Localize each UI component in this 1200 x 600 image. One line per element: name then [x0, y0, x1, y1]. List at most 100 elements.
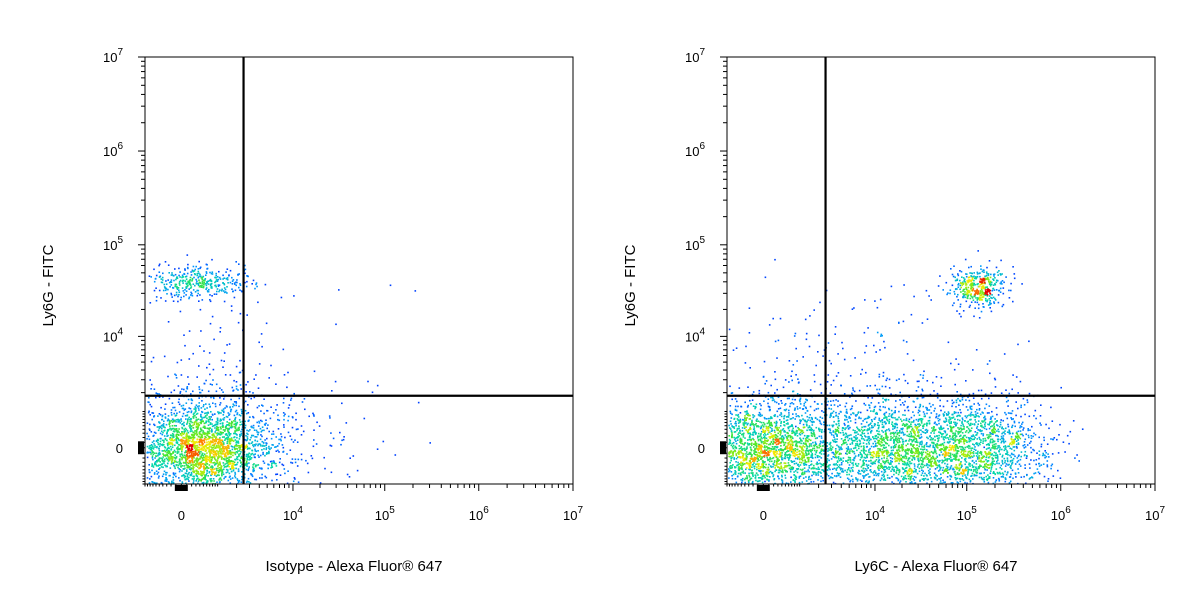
- event-dot: [170, 443, 173, 445]
- event-dot: [858, 454, 860, 456]
- event-dot: [774, 414, 776, 416]
- event-dot: [194, 414, 196, 417]
- event-dot: [174, 268, 176, 270]
- event-dot: [967, 437, 970, 439]
- event-dot: [147, 451, 150, 454]
- event-dot: [904, 400, 906, 403]
- event-dot: [240, 455, 243, 458]
- event-dot: [929, 474, 931, 476]
- event-dot: [226, 471, 229, 473]
- event-dot: [164, 403, 167, 405]
- event-dot: [997, 435, 999, 438]
- event-dot: [1004, 461, 1006, 464]
- event-dot: [297, 458, 300, 461]
- event-dot: [790, 375, 792, 377]
- event-dot: [199, 267, 201, 270]
- event-dot: [194, 463, 197, 465]
- event-dot: [194, 284, 196, 287]
- event-dot: [227, 431, 230, 433]
- event-dot: [1000, 281, 1002, 283]
- event-dot: [229, 462, 232, 464]
- event-dot: [802, 477, 805, 479]
- event-dot: [253, 429, 256, 431]
- event-dot: [819, 416, 822, 418]
- event-dot: [206, 455, 208, 457]
- event-dot: [200, 465, 202, 467]
- event-dot: [739, 412, 742, 414]
- event-dot: [206, 441, 208, 443]
- event-dot: [748, 472, 750, 475]
- event-dot: [1010, 412, 1013, 415]
- event-dot: [203, 422, 206, 425]
- event-dot: [231, 420, 233, 423]
- event-dot: [745, 422, 747, 424]
- event-dot: [245, 445, 248, 448]
- event-dot: [200, 449, 203, 451]
- event-dot: [153, 443, 155, 445]
- event-dot: [848, 448, 850, 451]
- event-dot: [176, 431, 179, 434]
- event-dot: [865, 436, 867, 438]
- event-dot: [208, 446, 210, 449]
- event-dot: [939, 405, 941, 407]
- event-dot: [205, 287, 208, 289]
- event-dot: [235, 451, 238, 453]
- event-dot: [171, 274, 174, 276]
- event-dot: [850, 448, 852, 450]
- event-dot: [257, 431, 260, 434]
- event-dot: [1020, 406, 1022, 409]
- event-dot: [165, 457, 168, 460]
- event-dot: [173, 406, 176, 409]
- event-dot: [153, 289, 156, 292]
- event-dot: [282, 464, 285, 467]
- event-dot: [189, 420, 191, 423]
- event-dot: [951, 284, 954, 287]
- event-dot: [160, 430, 163, 433]
- event-dot: [979, 272, 981, 274]
- event-dot: [1064, 451, 1066, 453]
- event-dot: [197, 464, 200, 466]
- event-dot: [328, 415, 331, 417]
- event-dot: [194, 448, 197, 451]
- event-dot: [181, 427, 184, 430]
- event-dot: [940, 425, 942, 427]
- event-dot: [180, 420, 183, 422]
- event-dot: [224, 429, 226, 431]
- event-dot: [235, 388, 238, 390]
- event-dot: [238, 273, 240, 275]
- event-dot: [186, 457, 189, 459]
- event-dot: [863, 476, 865, 478]
- event-dot: [205, 457, 208, 459]
- event-dot: [228, 460, 230, 462]
- event-dot: [867, 424, 870, 427]
- event-dot: [179, 310, 182, 313]
- event-dot: [928, 295, 930, 297]
- event-dot: [252, 469, 255, 471]
- event-dot: [173, 294, 176, 297]
- event-dot: [774, 340, 777, 343]
- event-dot: [896, 423, 898, 426]
- event-dot: [997, 294, 1000, 296]
- event-dot: [957, 293, 959, 296]
- event-dot: [197, 480, 200, 483]
- event-dot: [903, 284, 905, 286]
- event-dot: [1001, 432, 1003, 435]
- event-dot: [870, 419, 873, 421]
- event-dot: [731, 413, 733, 416]
- event-dot: [1027, 434, 1030, 437]
- event-dot: [850, 413, 852, 416]
- event-dot: [890, 415, 892, 417]
- event-dot: [240, 434, 242, 436]
- event-dot: [970, 405, 973, 408]
- event-dot: [189, 276, 192, 279]
- event-dot: [261, 345, 263, 348]
- event-dot: [895, 477, 897, 479]
- event-dot: [223, 466, 226, 468]
- event-dot: [919, 443, 921, 446]
- event-dot: [866, 456, 868, 459]
- event-dot: [862, 420, 864, 422]
- event-dot: [241, 471, 243, 473]
- event-dot: [863, 471, 865, 474]
- event-dot: [817, 407, 820, 410]
